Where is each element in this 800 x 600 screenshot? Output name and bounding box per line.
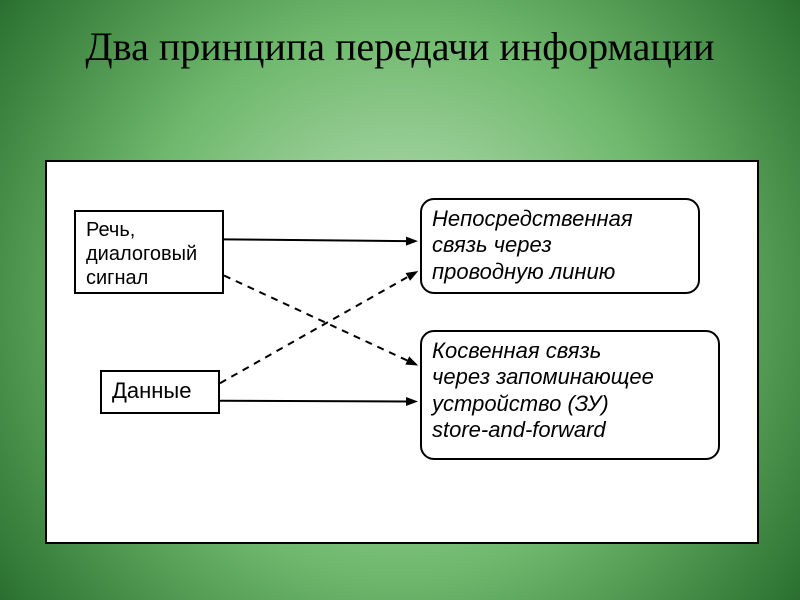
node-store: Косвенная связьчерез запоминающееустройс…: [420, 330, 720, 460]
node-speech-label: Речь,диалоговыйсигнал: [86, 219, 197, 289]
node-store-label: Косвенная связьчерез запоминающееустройс…: [432, 338, 654, 442]
slide: Два принципа передачи информации Речь,ди…: [0, 0, 800, 600]
slide-title: Два принципа передачи информации: [0, 24, 800, 70]
node-direct-label: Непосредственнаясвязь черезпроводную лин…: [432, 206, 633, 284]
node-data: Данные: [100, 370, 220, 414]
node-data-label: Данные: [112, 378, 191, 403]
node-direct: Непосредственнаясвязь черезпроводную лин…: [420, 198, 700, 294]
node-speech: Речь,диалоговыйсигнал: [74, 210, 224, 294]
